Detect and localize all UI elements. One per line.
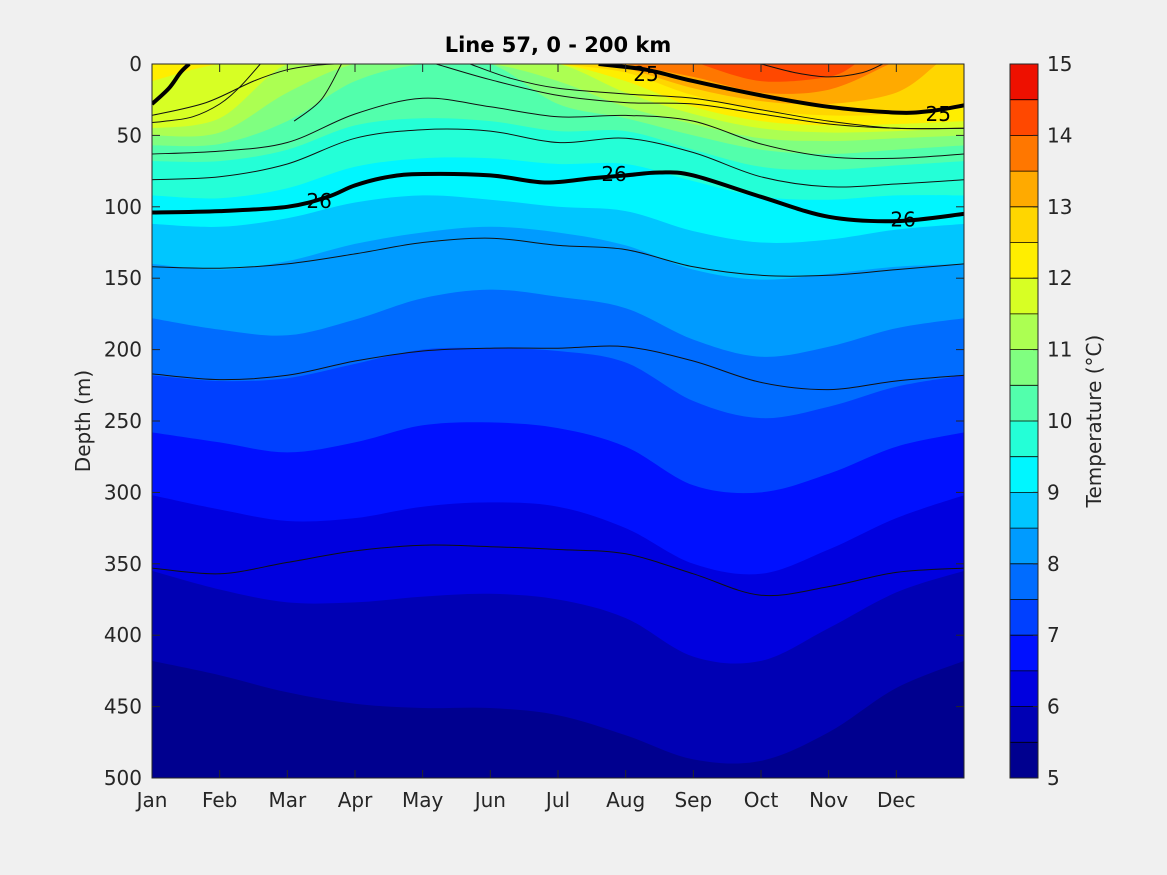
- contour-26: [152, 170, 964, 224]
- contour-label-26: 26: [890, 208, 915, 232]
- thin-contour-7: [469, 64, 964, 130]
- colorbar-segment: [1010, 456, 1038, 493]
- colorbar-segment: [1010, 706, 1038, 743]
- contour-label-text: 26: [890, 208, 915, 232]
- colorbar-segment: [1010, 635, 1038, 672]
- y-tick-label: 150: [104, 266, 142, 290]
- x-tick-label: Mar: [268, 788, 307, 812]
- colorbar-segment: [1010, 135, 1038, 172]
- colorbar-segment: [1010, 171, 1038, 208]
- colorbar-label: Temperature (°C): [1082, 335, 1106, 509]
- colorbar-segment: [1010, 99, 1038, 136]
- colorbar-tick-label: 5: [1047, 766, 1060, 790]
- thin-contour-9: [152, 64, 261, 123]
- x-tick-label: May: [402, 788, 444, 812]
- thin-contour-11: [293, 64, 342, 122]
- contour-labels: 25 25 26 26 26: [306, 62, 951, 232]
- y-tick-label: 250: [104, 409, 142, 433]
- colorbar-tick-label: 7: [1047, 623, 1060, 647]
- plot-area: [152, 64, 964, 778]
- contour-label-text: 25: [926, 102, 951, 126]
- colorbar-tick-label: 6: [1047, 695, 1060, 719]
- colorbar-segment: [1010, 670, 1038, 708]
- contour-label-text: 26: [601, 162, 626, 186]
- x-tick-label: Jul: [544, 788, 570, 812]
- chart-title: Line 57, 0 - 200 km: [445, 33, 672, 57]
- colorbar-tick-label: 13: [1047, 195, 1072, 219]
- temperature-fill-bands: [152, 64, 964, 778]
- colorbar-segment: [1010, 278, 1038, 315]
- x-tick-label: Apr: [338, 788, 373, 812]
- y-tick-label: 200: [104, 338, 142, 362]
- y-tick-label: 500: [104, 766, 142, 790]
- x-tick-label: Jan: [135, 788, 168, 812]
- thin-contour-10: [760, 64, 883, 78]
- colorbar-segment: [1010, 742, 1038, 779]
- contour-25-segment: [598, 64, 964, 115]
- colorbar-tick-label: 14: [1047, 123, 1072, 147]
- colorbar-segment: [1010, 421, 1038, 458]
- contour-label-25: 25: [926, 102, 951, 126]
- thin-contour-4: [152, 128, 964, 188]
- y-tick-label: 100: [104, 195, 142, 219]
- y-tick-label: 50: [117, 123, 142, 147]
- contour-label-26: 26: [601, 162, 626, 186]
- colorbar: 5 6 7 8 9 10 11 12 13 14 15: [1009, 52, 1072, 790]
- thin-contour-5: [152, 97, 964, 160]
- colorbar-tick-label: 10: [1047, 409, 1072, 433]
- axes: Jan Feb Mar Apr May Jun Jul Aug Sep Oct Nov Dec 0 50 1…: [104, 52, 964, 812]
- thin-contour-8: [436, 64, 964, 130]
- x-tick-label: Oct: [744, 788, 779, 812]
- y-tick-label: 350: [104, 552, 142, 576]
- y-tick-label: 0: [129, 52, 142, 76]
- colorbar-segment: [1010, 313, 1038, 351]
- x-tick-label: Sep: [674, 788, 712, 812]
- x-tick-label: Feb: [202, 788, 237, 812]
- thin-contour-1: [152, 544, 964, 597]
- thin-contour-2: [152, 345, 964, 391]
- contour-25: [152, 64, 191, 106]
- contour-label-26: 26: [306, 189, 331, 213]
- colorbar-tick-label: 12: [1047, 266, 1072, 290]
- colorbar-tick-label: 15: [1047, 52, 1072, 76]
- band-14C: [700, 64, 856, 82]
- x-tick-label: Dec: [877, 788, 916, 812]
- colorbar-tick-label: 8: [1047, 552, 1060, 576]
- colorbar-tick-label: 11: [1047, 338, 1072, 362]
- colorbar-segment: [1010, 528, 1038, 565]
- contour-label-text: 25: [633, 62, 658, 86]
- colorbar-segment: [1010, 349, 1038, 386]
- colorbar-tick-label: 9: [1047, 480, 1060, 504]
- y-tick-label: 300: [104, 480, 142, 504]
- y-tick-label: 400: [104, 623, 142, 647]
- colorbar-segment: [1010, 242, 1038, 279]
- contour-label-25: 25: [633, 62, 658, 86]
- y-axis-label: Depth (m): [71, 370, 95, 472]
- thin-contour-3: [152, 237, 964, 277]
- x-tick-label: Nov: [809, 788, 848, 812]
- x-tick-label: Jun: [473, 788, 506, 812]
- x-tick-label: Aug: [606, 788, 645, 812]
- contour-lines: [152, 64, 964, 597]
- contour-label-text: 26: [306, 189, 331, 213]
- colorbar-segment: [1010, 599, 1038, 636]
- thin-contour-6: [152, 64, 335, 116]
- colorbar-segment: [1010, 492, 1038, 529]
- colorbar-segment: [1010, 385, 1038, 422]
- colorbar-segment: [1010, 64, 1038, 101]
- y-tick-label: 450: [104, 695, 142, 719]
- colorbar-segment: [1010, 206, 1038, 243]
- colorbar-segment: [1010, 563, 1038, 600]
